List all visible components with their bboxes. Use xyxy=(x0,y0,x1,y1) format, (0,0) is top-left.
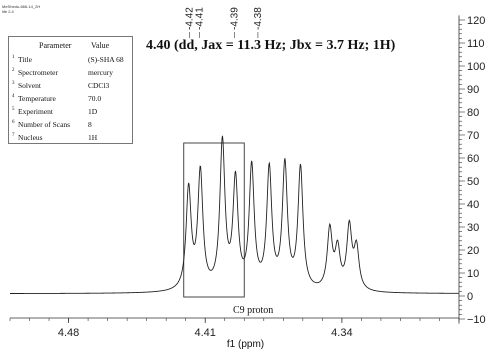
param-index: 6 xyxy=(12,120,15,125)
y-tick-label: 100 xyxy=(467,61,485,73)
peak-label: -4.39 xyxy=(230,7,241,30)
param-index: 1 xyxy=(12,55,15,60)
param-row: 1 Title (S)-SHA 68 xyxy=(9,53,132,66)
y-tick-label: 10 xyxy=(467,268,479,280)
param-value: 70.0 xyxy=(88,94,102,103)
param-name: Experiment xyxy=(18,107,53,116)
value-column-header: Value xyxy=(91,41,110,50)
param-index: 2 xyxy=(12,68,15,73)
param-index: 7 xyxy=(12,133,15,138)
param-index: 5 xyxy=(12,107,15,112)
param-value: 1D xyxy=(88,107,98,116)
y-tick-label: 60 xyxy=(467,153,479,165)
y-tick-label: 70 xyxy=(467,130,479,142)
param-row: 6 Number of Scans 8 xyxy=(9,118,132,131)
param-name: Solvent xyxy=(18,81,41,90)
param-value: (S)-SHA 68 xyxy=(88,55,124,64)
param-row: 7 Nucleus 1H xyxy=(9,131,132,144)
peak-label: -4.41 xyxy=(194,7,205,30)
param-value: mercury xyxy=(88,68,113,77)
param-row: 2 Spectrometer mercury xyxy=(9,66,132,79)
param-name: Number of Scans xyxy=(18,120,71,129)
y-tick-label: 40 xyxy=(467,199,479,211)
y-tick-label: 20 xyxy=(467,245,479,257)
y-tick-label: −10 xyxy=(467,314,486,326)
param-row: 4 Temperature 70.0 xyxy=(9,92,132,105)
param-name: Title xyxy=(18,55,32,64)
header-text-1: MeShedu-666-14_2H xyxy=(2,4,41,9)
y-tick-label: 90 xyxy=(467,84,479,96)
param-row: 3 Solvent CDCl3 xyxy=(9,79,132,92)
x-tick-label: 4.41 xyxy=(195,327,216,339)
region-box xyxy=(183,142,245,298)
param-value: 1H xyxy=(88,133,98,142)
region-label: C9 proton xyxy=(233,305,274,316)
peak-annotation: 4.40 (dd, Jax = 11.3 Hz; Jbx = 3.7 Hz; 1… xyxy=(146,38,396,53)
param-value: CDCl3 xyxy=(88,81,110,90)
y-tick-label: 0 xyxy=(467,291,473,303)
y-tick-label: 120 xyxy=(467,15,485,27)
param-row: 5 Experiment 1D xyxy=(9,105,132,118)
header-text-2: life 2.4 xyxy=(2,9,14,14)
y-tick-label: 50 xyxy=(467,176,479,188)
param-name: Spectrometer xyxy=(18,68,58,77)
y-tick-label: 80 xyxy=(467,107,479,119)
parameter-table: Parameter Value 1 Title (S)-SHA 68 2 Spectro… xyxy=(8,36,133,144)
peak-label: -4.42 xyxy=(185,7,196,30)
y-tick-label: 110 xyxy=(467,38,485,50)
x-axis-label: f1 (ppm) xyxy=(226,339,265,350)
spectrum-line xyxy=(10,135,459,294)
param-name: Nucleus xyxy=(18,133,43,142)
param-name: Temperature xyxy=(18,94,56,103)
param-value: 8 xyxy=(88,120,92,129)
param-index: 3 xyxy=(12,81,15,86)
param-index: 4 xyxy=(12,94,15,99)
param-column-header: Parameter xyxy=(39,41,72,50)
y-tick-label: 30 xyxy=(467,222,479,234)
x-tick-label: 4.48 xyxy=(58,327,79,339)
peak-label: -4.38 xyxy=(253,7,264,30)
x-tick-label: 4.34 xyxy=(331,327,352,339)
